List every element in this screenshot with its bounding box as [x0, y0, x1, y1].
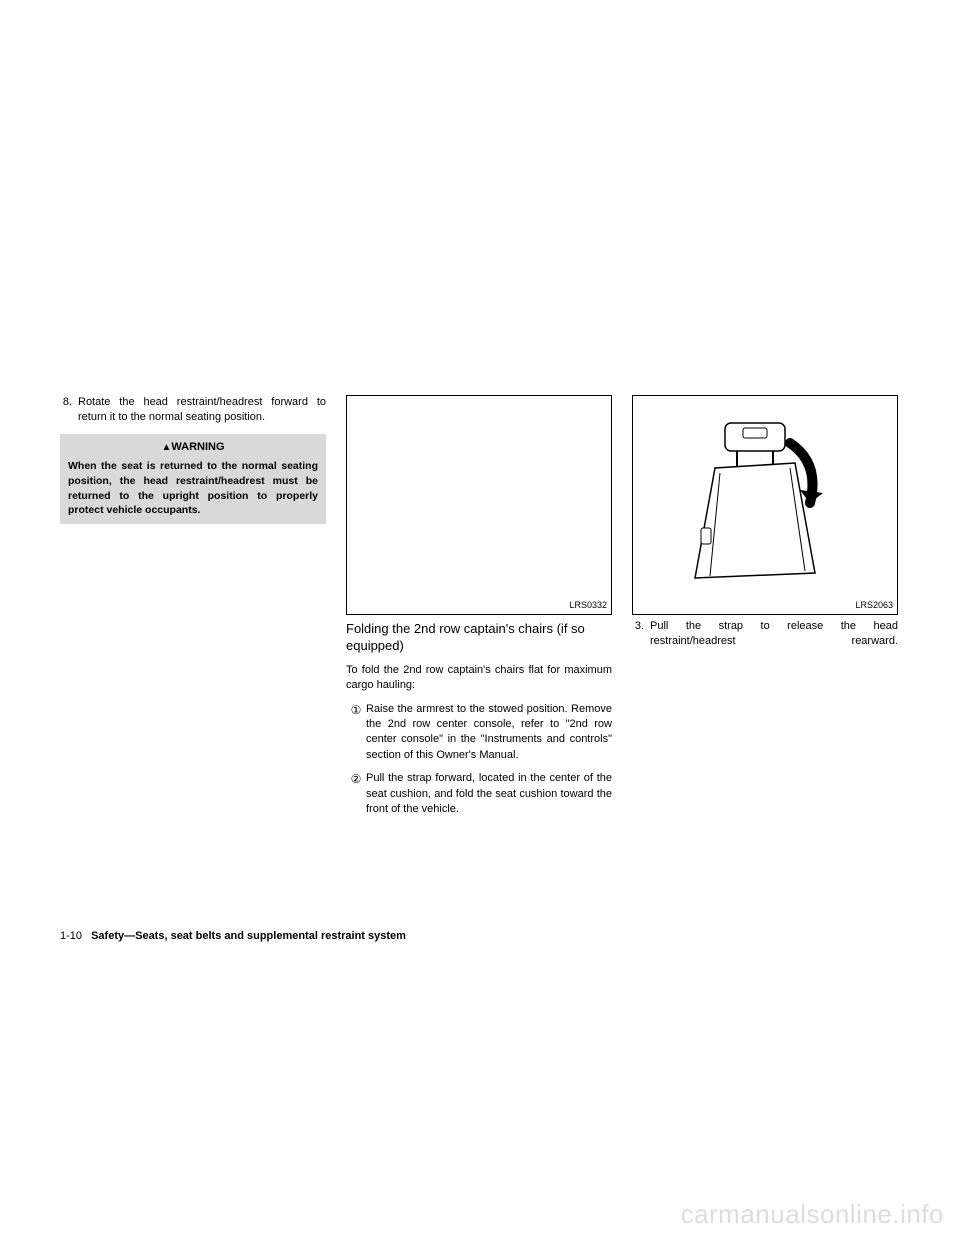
body-text: To fold the 2nd row captain's chairs fla… [346, 663, 612, 694]
item-text: Rotate the head restraint/headrest forwa… [78, 395, 326, 426]
item-text: Raise the armrest to the stowed position… [366, 702, 612, 764]
figure-headrest: LRS2063 [632, 395, 898, 615]
list-item: 8. Rotate the head restraint/headrest fo… [60, 395, 326, 426]
list-item: ① Raise the armrest to the stowed positi… [346, 702, 612, 764]
item-number: 3. [632, 619, 650, 650]
page-footer: 1-10 Safety—Seats, seat belts and supple… [60, 930, 406, 942]
item-number: ② [346, 771, 366, 817]
item-text: Pull the strap to release the head restr… [650, 619, 898, 650]
item-number: 8. [60, 395, 78, 426]
item-number: ① [346, 702, 366, 764]
column-2: LRS0332 Folding the 2nd row captain's ch… [346, 395, 612, 825]
warning-header: ▲WARNING [68, 440, 318, 455]
page-number: 1-10 [60, 930, 82, 942]
column-3: LRS2063 3. Pull the strap to release the… [632, 395, 898, 825]
warning-body: When the seat is returned to the normal … [68, 459, 318, 518]
item-text: Pull the strap forward, located in the c… [366, 771, 612, 817]
subheading: Folding the 2nd row captain's chairs (if… [346, 621, 612, 655]
section-title: Safety—Seats, seat belts and supplementa… [91, 930, 406, 942]
warning-label: WARNING [171, 441, 224, 453]
list-item: ② Pull the strap forward, located in the… [346, 771, 612, 817]
page-content: 8. Rotate the head restraint/headrest fo… [60, 395, 900, 825]
warning-box: ▲WARNING When the seat is returned to th… [60, 434, 326, 524]
watermark: carmanualsonline.info [681, 1199, 944, 1230]
figure-placeholder: LRS0332 [346, 395, 612, 615]
list-item: 3. Pull the strap to release the head re… [632, 619, 898, 650]
figure-label: LRS2063 [855, 599, 893, 612]
warning-icon: ▲ [161, 442, 171, 453]
figure-label: LRS0332 [569, 599, 607, 612]
column-1: 8. Rotate the head restraint/headrest fo… [60, 395, 326, 825]
headrest-icon [665, 408, 865, 588]
